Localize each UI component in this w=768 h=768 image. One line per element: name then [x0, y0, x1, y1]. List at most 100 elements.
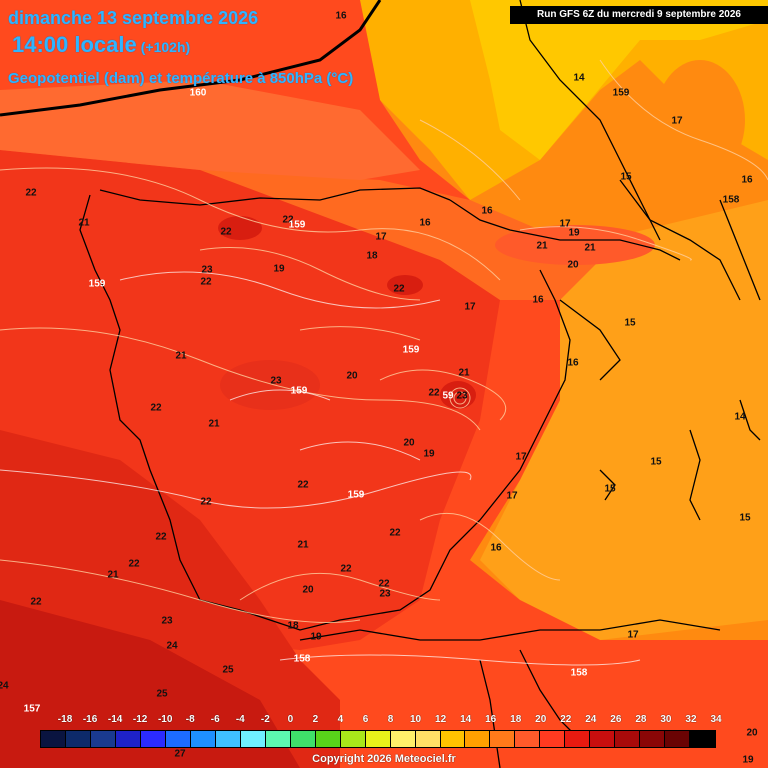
map-label: 27 — [174, 748, 186, 760]
map-label: 16 — [741, 174, 753, 186]
zone-yellow — [470, 0, 768, 160]
scale-swatch — [590, 731, 616, 747]
map-label: 21 — [78, 217, 90, 229]
map-label: 23 — [379, 588, 391, 600]
scale-label: 6 — [362, 714, 369, 725]
map-label: 15 — [650, 456, 662, 468]
map-label: 24 — [0, 680, 9, 692]
scale-swatch — [565, 731, 591, 747]
map-label: 22 — [220, 226, 232, 238]
scale-label: -4 — [235, 714, 245, 725]
map-label: 158 — [570, 667, 588, 679]
scale-swatch — [165, 731, 191, 747]
scale-label: -12 — [132, 714, 148, 725]
scale-swatch — [440, 731, 466, 747]
scale-label: 32 — [685, 714, 697, 725]
scale-label: 4 — [337, 714, 344, 725]
map-label: 17 — [671, 115, 683, 127]
map-label: 22 — [155, 531, 167, 543]
map-label: 18 — [366, 250, 378, 262]
lead-time: (+102h) — [140, 39, 191, 55]
scale-label: 2 — [312, 714, 319, 725]
map-label: 17 — [375, 231, 387, 243]
map-label: 23 — [270, 375, 282, 387]
scale-label: 30 — [660, 714, 672, 725]
scale-label: 12 — [435, 714, 447, 725]
map-label: 22 — [378, 578, 390, 590]
map-label: 17 — [464, 301, 476, 313]
map-label: 158 — [293, 653, 311, 665]
scale-swatch — [665, 731, 691, 747]
scale-swatch — [515, 731, 541, 747]
scale-swatch — [490, 731, 516, 747]
run-info: Run GFS 6Z du mercredi 9 septembre 2026 — [510, 6, 768, 24]
map-label: 21 — [297, 539, 309, 551]
scale-swatch — [215, 731, 241, 747]
map-label: 20 — [567, 259, 579, 271]
map-label: 59 — [442, 390, 454, 402]
map-label: 22 — [128, 558, 140, 570]
scale-swatch — [640, 731, 666, 747]
scale-label: 22 — [560, 714, 572, 725]
map-label: 23 — [161, 615, 173, 627]
map-label: 15 — [739, 512, 751, 524]
scale-label: -16 — [82, 714, 98, 725]
map-label: 14 — [734, 411, 746, 423]
scale-label: 18 — [510, 714, 522, 725]
map-label: 22 — [200, 276, 212, 288]
map-label: 22 — [25, 187, 37, 199]
map-label: 159 — [402, 344, 420, 356]
zone-france-orange — [200, 170, 600, 300]
scale-swatch — [415, 731, 441, 747]
map-label: 19 — [742, 754, 754, 766]
map-label: 16 — [419, 217, 431, 229]
scale-label: 16 — [485, 714, 497, 725]
map-label: 159 — [288, 219, 306, 231]
scale-swatch — [41, 731, 66, 747]
map-label: 17 — [515, 451, 527, 463]
scale-label: -10 — [157, 714, 173, 725]
map-label: 160 — [189, 87, 207, 99]
scale-swatch — [265, 731, 291, 747]
map-label: 21 — [584, 242, 596, 254]
zone-deep-south — [0, 600, 300, 768]
map-label: 157 — [23, 703, 41, 715]
field-description: Geopotentiel (dam) et température à 850h… — [8, 70, 354, 87]
scale-swatch — [90, 731, 116, 747]
map-label: 19 — [423, 448, 435, 460]
map-label: 16 — [490, 542, 502, 554]
zone-mediterranean-east — [480, 200, 768, 640]
map-label: 159 — [347, 489, 365, 501]
map-label: 16 — [481, 205, 493, 217]
map-label: 17 — [627, 629, 639, 641]
scale-swatch — [65, 731, 91, 747]
map-label: 25 — [222, 664, 234, 676]
scale-swatch — [190, 731, 216, 747]
scale-label: 8 — [387, 714, 394, 725]
map-label: 19 — [273, 263, 285, 275]
scale-swatch — [115, 731, 141, 747]
map-label: 15 — [620, 171, 632, 183]
map-label: 22 — [150, 402, 162, 414]
map-label: 23 — [456, 390, 468, 402]
map-label: 15 — [624, 317, 636, 329]
map-label: 22 — [200, 496, 212, 508]
map-label: 19 — [568, 227, 580, 239]
scale-swatch — [340, 731, 366, 747]
map-label: 20 — [746, 727, 758, 739]
scale-swatch — [140, 731, 166, 747]
map-label: 19 — [310, 631, 322, 643]
map-label: 22 — [30, 596, 42, 608]
scale-swatch — [315, 731, 341, 747]
scale-label: 10 — [409, 714, 422, 725]
map-label: 21 — [458, 367, 470, 379]
map-label: 22 — [428, 387, 440, 399]
scale-label: -14 — [107, 714, 123, 725]
map-label: 21 — [107, 569, 119, 581]
map-label: 16 — [335, 10, 347, 22]
local-time: 14:00 locale — [12, 32, 137, 57]
scale-swatch — [690, 731, 716, 747]
map-label: 21 — [208, 418, 220, 430]
scale-label: -18 — [57, 714, 73, 725]
